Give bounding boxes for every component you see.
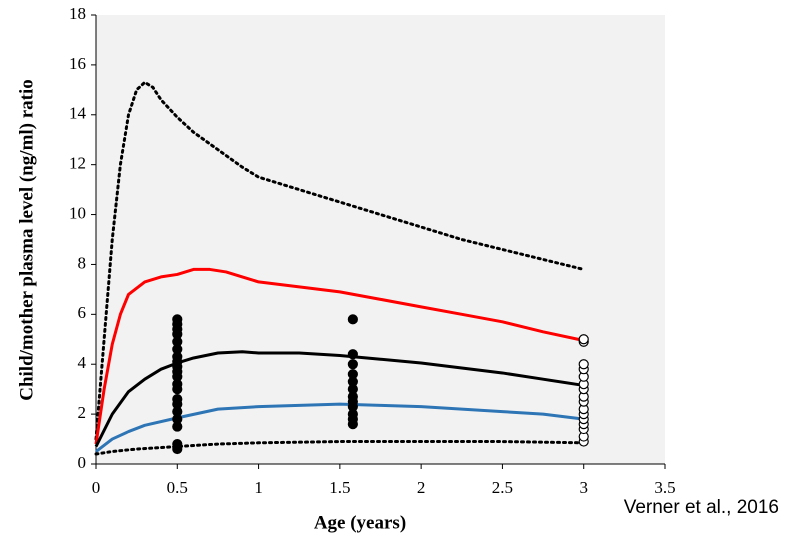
point bbox=[347, 359, 358, 370]
x-tick-label: 2.5 bbox=[492, 478, 513, 497]
point bbox=[347, 314, 358, 325]
y-axis-label: Child/mother plasma level (ng/ml) ratio bbox=[16, 79, 37, 401]
point bbox=[347, 349, 358, 360]
line bbox=[94, 267, 585, 445]
point bbox=[578, 334, 589, 345]
point bbox=[172, 394, 183, 405]
y-tick-label: 2 bbox=[78, 403, 87, 422]
y-tick-label: 0 bbox=[78, 453, 87, 472]
point bbox=[172, 438, 183, 450]
plot-background bbox=[96, 15, 665, 464]
line bbox=[94, 440, 586, 456]
x-tick-label: 1.5 bbox=[329, 478, 350, 497]
point bbox=[347, 369, 358, 380]
y-tick-label: 10 bbox=[69, 203, 86, 222]
x-tick-label: 3.5 bbox=[654, 478, 675, 497]
y-tick-label: 8 bbox=[78, 253, 87, 272]
x-tick-label: 0.5 bbox=[167, 478, 188, 497]
line bbox=[94, 80, 586, 441]
x-tick-label: 0 bbox=[92, 478, 101, 497]
y-tick-label: 12 bbox=[69, 154, 86, 173]
y-tick-label: 18 bbox=[69, 4, 86, 23]
point bbox=[578, 359, 589, 370]
x-tick-label: 2 bbox=[417, 478, 426, 497]
x-tick-label: 1 bbox=[254, 478, 263, 497]
x-tick-label: 3 bbox=[579, 478, 588, 497]
y-tick-label: 6 bbox=[78, 303, 87, 322]
x-axis-label: Age (years) bbox=[314, 512, 406, 533]
point bbox=[172, 314, 183, 325]
y-tick-label: 4 bbox=[78, 353, 87, 372]
y-tick-label: 14 bbox=[69, 104, 87, 123]
annotation: Verner et al., 2016 bbox=[624, 497, 779, 518]
line bbox=[95, 402, 584, 453]
line bbox=[94, 350, 584, 448]
y-tick-label: 16 bbox=[69, 54, 86, 73]
